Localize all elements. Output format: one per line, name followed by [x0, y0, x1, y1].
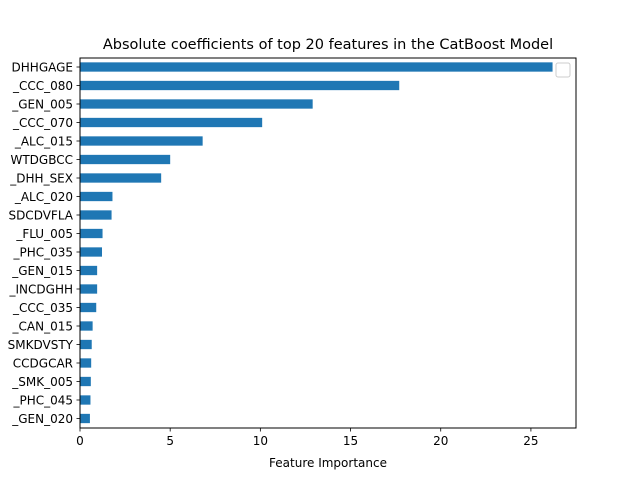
- bar-smkdvsty: [80, 339, 92, 350]
- y-tick-label: SMKDVSTY: [8, 338, 74, 352]
- bar-alc-015: [80, 136, 203, 146]
- bars-group: [80, 62, 553, 424]
- y-tick-label: _SMK_005: [11, 375, 73, 389]
- bar-gen-005: [80, 99, 313, 109]
- y-tick-label: _GEN_005: [11, 97, 73, 111]
- bar-alc-020: [80, 191, 113, 202]
- bar-gen-015: [80, 265, 98, 276]
- y-tick-label: CCDGCAR: [13, 356, 73, 370]
- y-tick-label: _CAN_015: [12, 319, 73, 333]
- bar-phc-035: [80, 247, 103, 257]
- y-tick-label: _PHC_045: [12, 393, 73, 407]
- plot-frame: [79, 57, 577, 429]
- y-tick-label: _FLU_005: [15, 227, 73, 241]
- y-axis: DHHGAGE _CCC_080 _GEN_005 _CCC_070 _ALC_015 W…: [8, 60, 80, 426]
- y-tick-label: SDCDVFLA: [8, 208, 73, 222]
- x-tick-label: 25: [523, 434, 538, 448]
- bar-ccc-070: [80, 117, 263, 128]
- bar-gen-020: [80, 413, 90, 424]
- y-tick-label: WTDGBCC: [10, 153, 73, 167]
- bar-ccc-035: [80, 302, 97, 313]
- y-tick-label: _GEN_020: [11, 412, 73, 426]
- bar-ccc-080: [80, 80, 400, 91]
- y-tick-label: _GEN_015: [11, 264, 73, 278]
- bar-incdghh: [80, 284, 98, 294]
- y-tick-label: _CCC_070: [12, 116, 73, 130]
- x-tick-label: 0: [76, 434, 84, 448]
- bar-can-015: [80, 321, 93, 331]
- legend-box: [555, 62, 571, 78]
- bar-smk-005: [80, 376, 91, 387]
- x-tick-label: 20: [433, 434, 448, 448]
- x-tick-label: 15: [343, 434, 358, 448]
- bar-flu-005: [80, 228, 103, 239]
- x-axis: 0 5 10 15 20 25: [76, 428, 539, 448]
- bar-sdcdvfla: [80, 210, 112, 220]
- y-tick-label: _INCDGHH: [9, 282, 73, 296]
- chart-title: Absolute coefficients of top 20 features…: [103, 37, 553, 53]
- y-tick-label: _CCC_035: [12, 301, 73, 315]
- y-tick-label: _CCC_080: [12, 79, 73, 93]
- bar-phc-045: [80, 395, 91, 405]
- y-tick-label: _DHH_SEX: [9, 171, 73, 185]
- y-tick-label: _PHC_035: [12, 245, 73, 259]
- x-tick-label: 5: [166, 434, 174, 448]
- bar-ccdgcar: [80, 358, 92, 368]
- x-axis-label: Feature Importance: [269, 456, 387, 470]
- bar-wtdgbcc: [80, 154, 171, 165]
- bar-dhh-sex: [80, 173, 162, 183]
- x-tick-label: 10: [253, 434, 268, 448]
- y-tick-label: _ALC_015: [14, 134, 73, 148]
- y-tick-label: _ALC_020: [14, 190, 73, 204]
- y-tick-label: DHHGAGE: [12, 60, 73, 74]
- bar-dhhgage: [80, 62, 553, 72]
